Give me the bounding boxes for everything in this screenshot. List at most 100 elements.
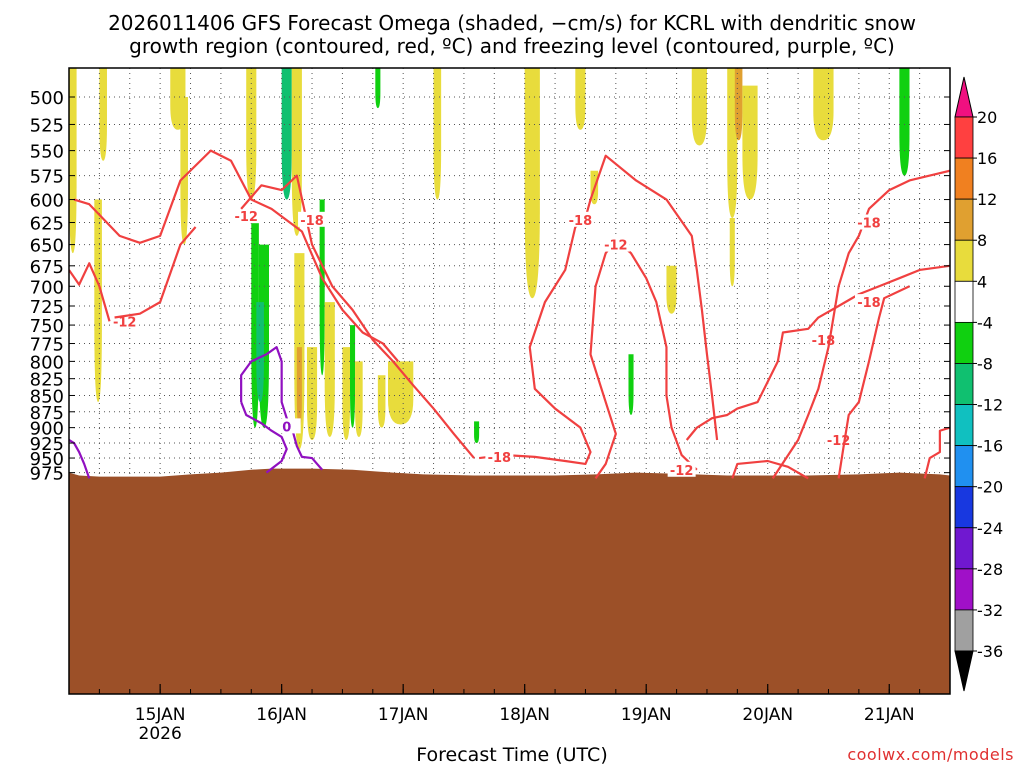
omega-region-21 xyxy=(375,68,381,109)
chart-title-line1: 2026011406 GFS Forecast Omega (shaded, −… xyxy=(108,11,916,35)
y-tick-label-700: 700 xyxy=(30,277,64,298)
colorbar-label-4: 4 xyxy=(977,272,987,291)
dendritic-label-2-0: -12 xyxy=(234,210,258,225)
omega-region-31 xyxy=(729,218,735,287)
colorbar-swatch-3 xyxy=(954,239,974,282)
y-tick-label-725: 725 xyxy=(30,297,64,318)
y-tick-label-975: 975 xyxy=(30,464,64,485)
dendritic-contour-2 xyxy=(73,149,399,363)
colorbar-swatch-4 xyxy=(954,280,974,323)
colorbar-label-11: -28 xyxy=(977,560,1003,579)
y-tick-label-750: 750 xyxy=(30,316,64,337)
colorbar-label-3: 8 xyxy=(977,231,987,250)
dendritic-contour-5 xyxy=(589,239,698,480)
x-tick-label-20JAN: 20JAN xyxy=(742,705,793,725)
dendritic-contour-7 xyxy=(685,264,950,441)
plot-frame xyxy=(68,67,951,695)
colorbar-label-6: -8 xyxy=(977,354,993,373)
colorbar-label-2: 12 xyxy=(977,190,997,209)
omega-region-19 xyxy=(377,375,386,428)
freezing-label-0-0: 0 xyxy=(282,420,291,435)
omega-region-15 xyxy=(324,302,335,437)
omega-region-17 xyxy=(350,325,356,428)
y-tick-label-550: 550 xyxy=(30,142,64,163)
omega-region-27 xyxy=(628,354,634,415)
freezing-contour-1 xyxy=(240,401,288,474)
colorbar-top-triangle xyxy=(954,76,974,118)
credit-link[interactable]: coolwx.com/models xyxy=(847,745,1014,764)
y-tick-label-875: 875 xyxy=(30,403,64,424)
omega-region-9 xyxy=(281,68,292,200)
y-tick-label-800: 800 xyxy=(30,352,64,373)
colorbar-swatch-10 xyxy=(954,527,974,570)
dendritic-label-5-1: -12 xyxy=(670,464,694,479)
dendritic-label-bg-2-0 xyxy=(232,208,261,224)
omega-region-12 xyxy=(296,347,302,428)
dendritic-label-bg-5-0 xyxy=(601,236,630,252)
colorbar-bottom-triangle xyxy=(954,650,974,692)
colorbar-swatch-8 xyxy=(954,445,974,488)
chart-title-line2: growth region (contoured, red, ºC) and f… xyxy=(129,34,895,58)
omega-region-32 xyxy=(734,68,743,141)
y-tick-label-650: 650 xyxy=(30,236,64,257)
omega-region-14 xyxy=(319,199,325,376)
y-tick-label-625: 625 xyxy=(30,214,64,235)
omega-region-16 xyxy=(342,347,351,440)
y-tick-label-925: 925 xyxy=(30,434,64,455)
y-tick-label-600: 600 xyxy=(30,191,64,212)
x-tick-label-18JAN: 18JAN xyxy=(499,705,550,725)
dendritic-label-0-0: -12 xyxy=(113,315,137,330)
freezing-label-bg-0-0 xyxy=(272,418,301,434)
omega-region-24 xyxy=(524,68,540,299)
colorbar-swatch-12 xyxy=(954,609,974,652)
omega-region-23 xyxy=(474,421,480,444)
y-tick-label-900: 900 xyxy=(30,419,64,440)
y-tick-label-500: 500 xyxy=(30,88,64,109)
colorbar-label-5: -4 xyxy=(977,313,993,332)
y-tick-label-675: 675 xyxy=(30,257,64,278)
y-tick-label-850: 850 xyxy=(30,386,64,407)
dendritic-label-5-2: -12 xyxy=(827,434,851,449)
plot-area: -12 -12 -18 -18 -18 -12 -12 -12 -18 -18 -18 0 xyxy=(69,68,950,694)
dendritic-contour-3 xyxy=(240,174,475,459)
dendritic-label-4-0: -18 xyxy=(488,451,512,466)
dendritic-contour-8 xyxy=(771,169,950,479)
colorbar-label-0: 20 xyxy=(977,108,997,127)
colorbar-swatch-5 xyxy=(954,321,974,364)
dendritic-label-bg-5-1 xyxy=(667,461,696,477)
colorbar-label-8: -16 xyxy=(977,437,1003,456)
colorbar-swatch-2 xyxy=(954,198,974,241)
colorbar-label-12: -32 xyxy=(977,601,1003,620)
x-tick-label-21JAN: 21JAN xyxy=(864,705,915,725)
omega-region-22 xyxy=(433,68,442,200)
x-tick-label-15JAN: 15JAN xyxy=(135,705,186,725)
y-tick-label-775: 775 xyxy=(30,335,64,356)
dendritic-label-4-1: -18 xyxy=(569,214,593,229)
dendritic-label-bg-7-1 xyxy=(854,294,883,310)
omega-region-0 xyxy=(69,68,77,254)
colorbar-swatch-6 xyxy=(954,363,974,405)
colorbar-swatch-7 xyxy=(954,404,974,447)
dendritic-label-bg-8-0 xyxy=(854,214,883,230)
colorbar-swatch-9 xyxy=(954,486,974,529)
x-tick-label-19JAN: 19JAN xyxy=(621,705,672,725)
dendritic-label-bg-3-0 xyxy=(298,211,327,227)
dendritic-label-bg-4-1 xyxy=(566,211,595,227)
omega-region-2 xyxy=(94,199,102,403)
x-tick-label-17JAN: 17JAN xyxy=(378,705,429,725)
x-tick-label-16JAN: 16JAN xyxy=(256,705,307,725)
dendritic-contour-6 xyxy=(731,459,809,480)
dendritic-contour-4 xyxy=(478,154,719,466)
omega-region-28 xyxy=(666,265,677,314)
omega-region-18 xyxy=(355,361,363,437)
colorbar-label-9: -20 xyxy=(977,478,1003,497)
dendritic-contour-0 xyxy=(69,262,111,322)
dendritic-contour-9 xyxy=(837,285,910,479)
freezing-contour-0 xyxy=(240,346,323,471)
colorbar-label-7: -12 xyxy=(977,396,1003,415)
colorbar-swatch-1 xyxy=(954,157,974,200)
dendritic-contour-1 xyxy=(114,226,197,319)
y-tick-label-525: 525 xyxy=(30,115,64,136)
colorbar-label-10: -24 xyxy=(977,519,1003,538)
